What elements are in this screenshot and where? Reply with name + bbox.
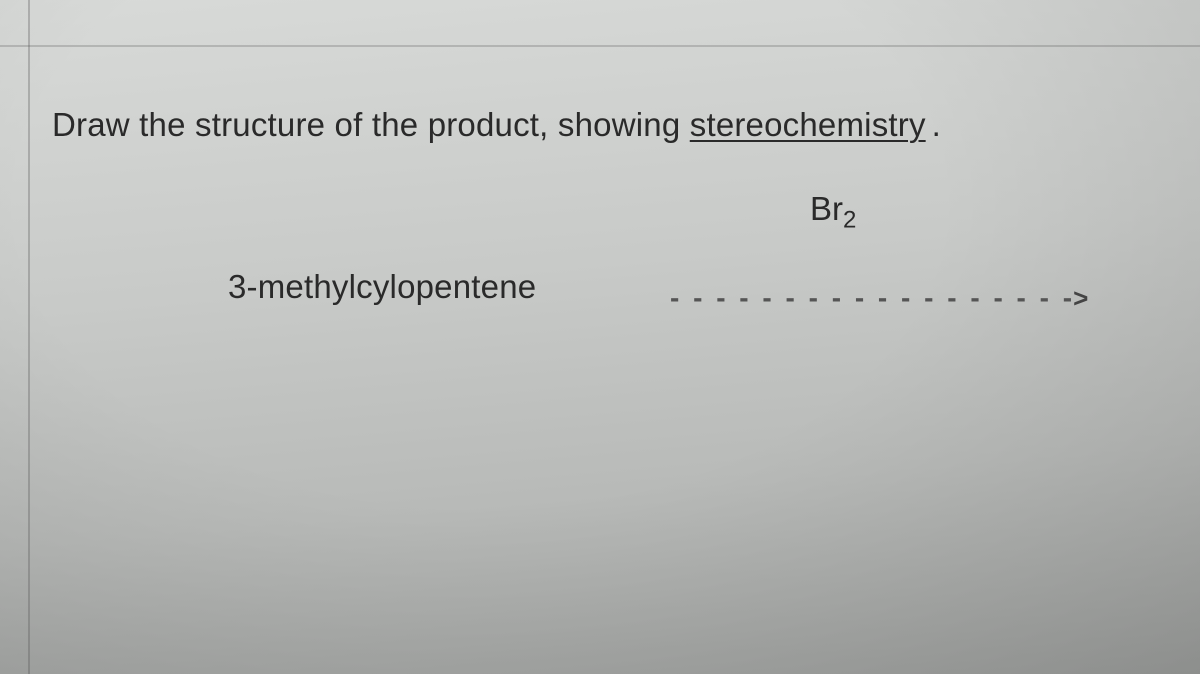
arrow-head-icon: > (1073, 283, 1088, 314)
instruction-underlined-word: stereochemistry (690, 106, 926, 143)
instruction-text: Draw the structure of the product, showi… (52, 106, 941, 144)
reagent-symbol: Br (810, 190, 843, 227)
instruction-period: . (932, 106, 941, 143)
compound-name: 3-methylcylopentene (228, 268, 536, 306)
question-content: Draw the structure of the product, showi… (0, 0, 1200, 674)
instruction-prefix: Draw the structure of the product, showi… (52, 106, 690, 143)
arrow-dashes: - - - - - - - - - - - - - - - - - - (670, 282, 1075, 314)
reagent-subscript: 2 (843, 207, 856, 234)
reaction-arrow: - - - - - - - - - - - - - - - - - -> (670, 282, 1088, 314)
reagent-formula: Br2 (810, 190, 856, 235)
